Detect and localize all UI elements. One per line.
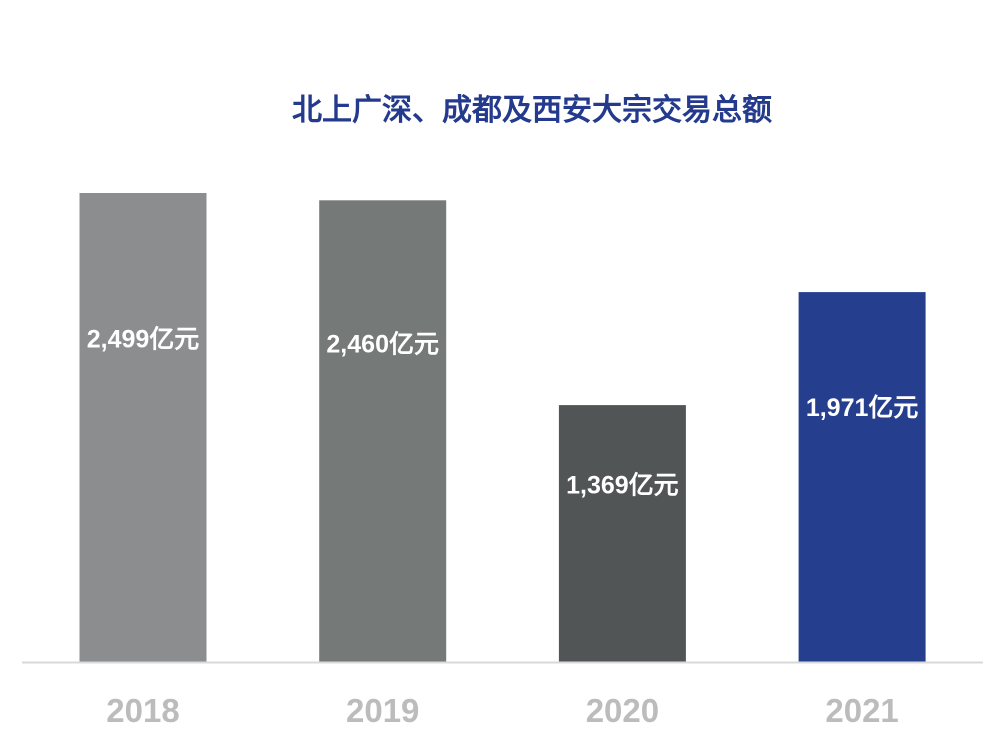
bar-2018 bbox=[79, 193, 207, 662]
bars-group: 2,499亿元 2,460亿元 1,369亿元 1,971亿元 bbox=[79, 193, 926, 663]
bar-value-label-2020: 1,369亿元 bbox=[566, 472, 679, 500]
x-tick-label-2021: 2021 bbox=[825, 692, 898, 729]
x-tick-labels: 2018 2019 2020 2021 bbox=[106, 692, 899, 729]
x-tick-label-2019: 2019 bbox=[346, 692, 419, 729]
bar-value-label-2021: 1,971亿元 bbox=[806, 394, 919, 422]
bar-2020 bbox=[558, 405, 686, 662]
bar-2019 bbox=[319, 200, 447, 663]
bar-2021 bbox=[798, 292, 926, 662]
bar-value-label-2018: 2,499亿元 bbox=[87, 325, 200, 353]
x-tick-label-2020: 2020 bbox=[586, 692, 659, 729]
bar-value-label-2019: 2,460亿元 bbox=[326, 330, 439, 358]
chart-title: 北上广深、成都及西安大宗交易总额 bbox=[292, 93, 772, 128]
x-tick-label-2018: 2018 bbox=[106, 692, 179, 729]
